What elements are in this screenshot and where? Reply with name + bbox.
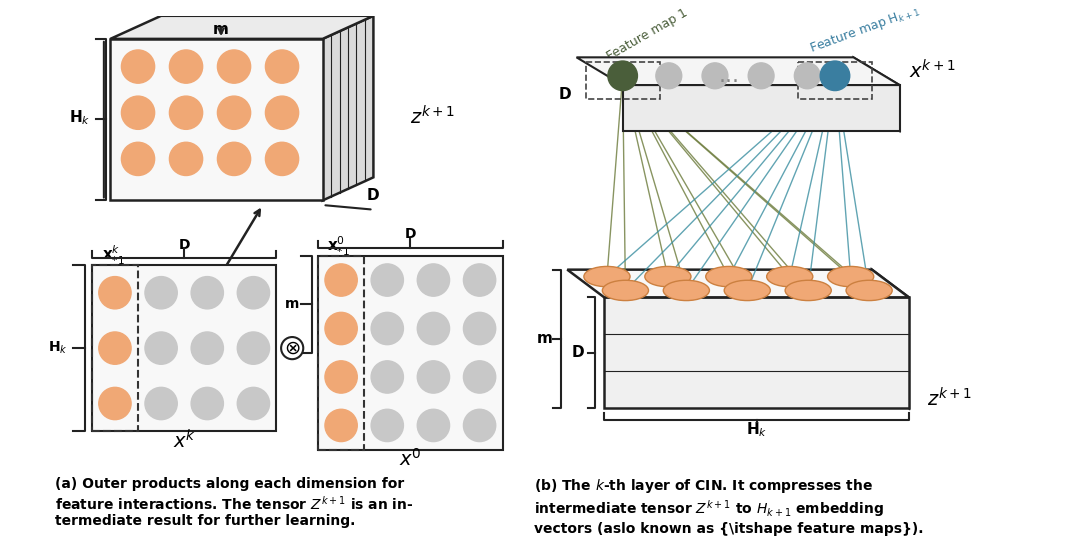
Text: $\mathbf{x}_{*1}^k$: $\mathbf{x}_{*1}^k$: [102, 244, 125, 267]
Polygon shape: [568, 270, 909, 298]
Text: $x^{k+1}$: $x^{k+1}$: [909, 60, 956, 83]
Circle shape: [122, 50, 155, 83]
Text: D: D: [572, 345, 585, 360]
Circle shape: [169, 96, 203, 130]
Polygon shape: [622, 85, 900, 131]
Circle shape: [217, 142, 250, 176]
Text: D: D: [559, 87, 572, 102]
Circle shape: [371, 409, 403, 442]
Text: $\otimes$: $\otimes$: [284, 339, 300, 358]
Bar: [319, 256, 502, 450]
Circle shape: [191, 388, 223, 420]
Polygon shape: [853, 57, 900, 131]
Ellipse shape: [846, 280, 893, 301]
Circle shape: [609, 63, 636, 89]
Text: Feature map H$_{k+1}$: Feature map H$_{k+1}$: [807, 2, 921, 57]
Circle shape: [748, 63, 774, 89]
Circle shape: [98, 276, 131, 309]
Circle shape: [265, 142, 298, 176]
Circle shape: [191, 276, 223, 309]
Ellipse shape: [584, 267, 630, 287]
Circle shape: [371, 264, 403, 296]
Text: D: D: [367, 188, 379, 203]
Circle shape: [656, 63, 682, 89]
Circle shape: [371, 312, 403, 345]
Circle shape: [281, 337, 304, 359]
Text: m: m: [285, 297, 299, 311]
Circle shape: [265, 50, 298, 83]
Text: (a) Outer products along each dimension for
feature interactions. The tensor $Z^: (a) Outer products along each dimension …: [55, 478, 414, 528]
Polygon shape: [323, 16, 373, 201]
Circle shape: [608, 61, 637, 91]
Text: m: m: [213, 22, 229, 37]
Circle shape: [145, 388, 177, 420]
Text: m: m: [537, 331, 552, 346]
Text: ...: ...: [718, 66, 740, 86]
Polygon shape: [110, 16, 373, 39]
Circle shape: [464, 409, 496, 442]
Text: (b) The $k$-th layer of CIN. It compresses the
intermediate tensor $Z^{k+1}$ to : (b) The $k$-th layer of CIN. It compress…: [534, 478, 924, 535]
Ellipse shape: [766, 267, 812, 287]
Text: $x^k$: $x^k$: [172, 429, 196, 452]
Circle shape: [237, 332, 269, 364]
Circle shape: [417, 409, 450, 442]
Text: H$_k$: H$_k$: [69, 108, 91, 127]
Circle shape: [325, 409, 357, 442]
Text: $z^{k+1}$: $z^{k+1}$: [410, 106, 455, 129]
Circle shape: [265, 96, 298, 130]
Ellipse shape: [706, 267, 752, 287]
Circle shape: [464, 361, 496, 393]
Bar: [92, 265, 138, 431]
Circle shape: [145, 332, 177, 364]
Ellipse shape: [663, 280, 710, 301]
Circle shape: [417, 361, 450, 393]
Ellipse shape: [602, 280, 649, 301]
Circle shape: [122, 142, 155, 176]
Polygon shape: [872, 270, 909, 408]
Polygon shape: [110, 39, 323, 201]
Bar: [92, 265, 277, 431]
Text: D: D: [179, 238, 190, 251]
Circle shape: [98, 332, 131, 364]
Ellipse shape: [827, 267, 873, 287]
Polygon shape: [604, 298, 909, 408]
Text: $\mathbf{x}_{*1}^0$: $\mathbf{x}_{*1}^0$: [327, 235, 350, 258]
Circle shape: [794, 63, 820, 89]
Circle shape: [464, 264, 496, 296]
Circle shape: [325, 361, 357, 393]
Ellipse shape: [724, 280, 771, 301]
Text: $x^0$: $x^0$: [399, 448, 421, 470]
Circle shape: [217, 50, 250, 83]
Circle shape: [169, 50, 203, 83]
Circle shape: [191, 332, 223, 364]
Circle shape: [217, 96, 250, 130]
Circle shape: [325, 264, 357, 296]
Circle shape: [464, 312, 496, 345]
Circle shape: [417, 312, 450, 345]
Circle shape: [122, 96, 155, 130]
Bar: [319, 256, 365, 450]
Ellipse shape: [785, 280, 832, 301]
Ellipse shape: [645, 267, 691, 287]
Circle shape: [237, 388, 269, 420]
Circle shape: [237, 276, 269, 309]
Text: $z^{k+1}$: $z^{k+1}$: [927, 388, 973, 410]
Circle shape: [820, 61, 850, 91]
Text: H$_k$: H$_k$: [746, 420, 768, 438]
Circle shape: [417, 264, 450, 296]
Circle shape: [702, 63, 728, 89]
Circle shape: [145, 276, 177, 309]
Text: D: D: [404, 227, 416, 241]
Text: Feature map 1: Feature map 1: [604, 6, 690, 63]
Text: H$_k$: H$_k$: [48, 340, 67, 356]
Circle shape: [325, 312, 357, 345]
Polygon shape: [576, 57, 900, 85]
Circle shape: [169, 142, 203, 176]
Circle shape: [98, 388, 131, 420]
Circle shape: [371, 361, 403, 393]
